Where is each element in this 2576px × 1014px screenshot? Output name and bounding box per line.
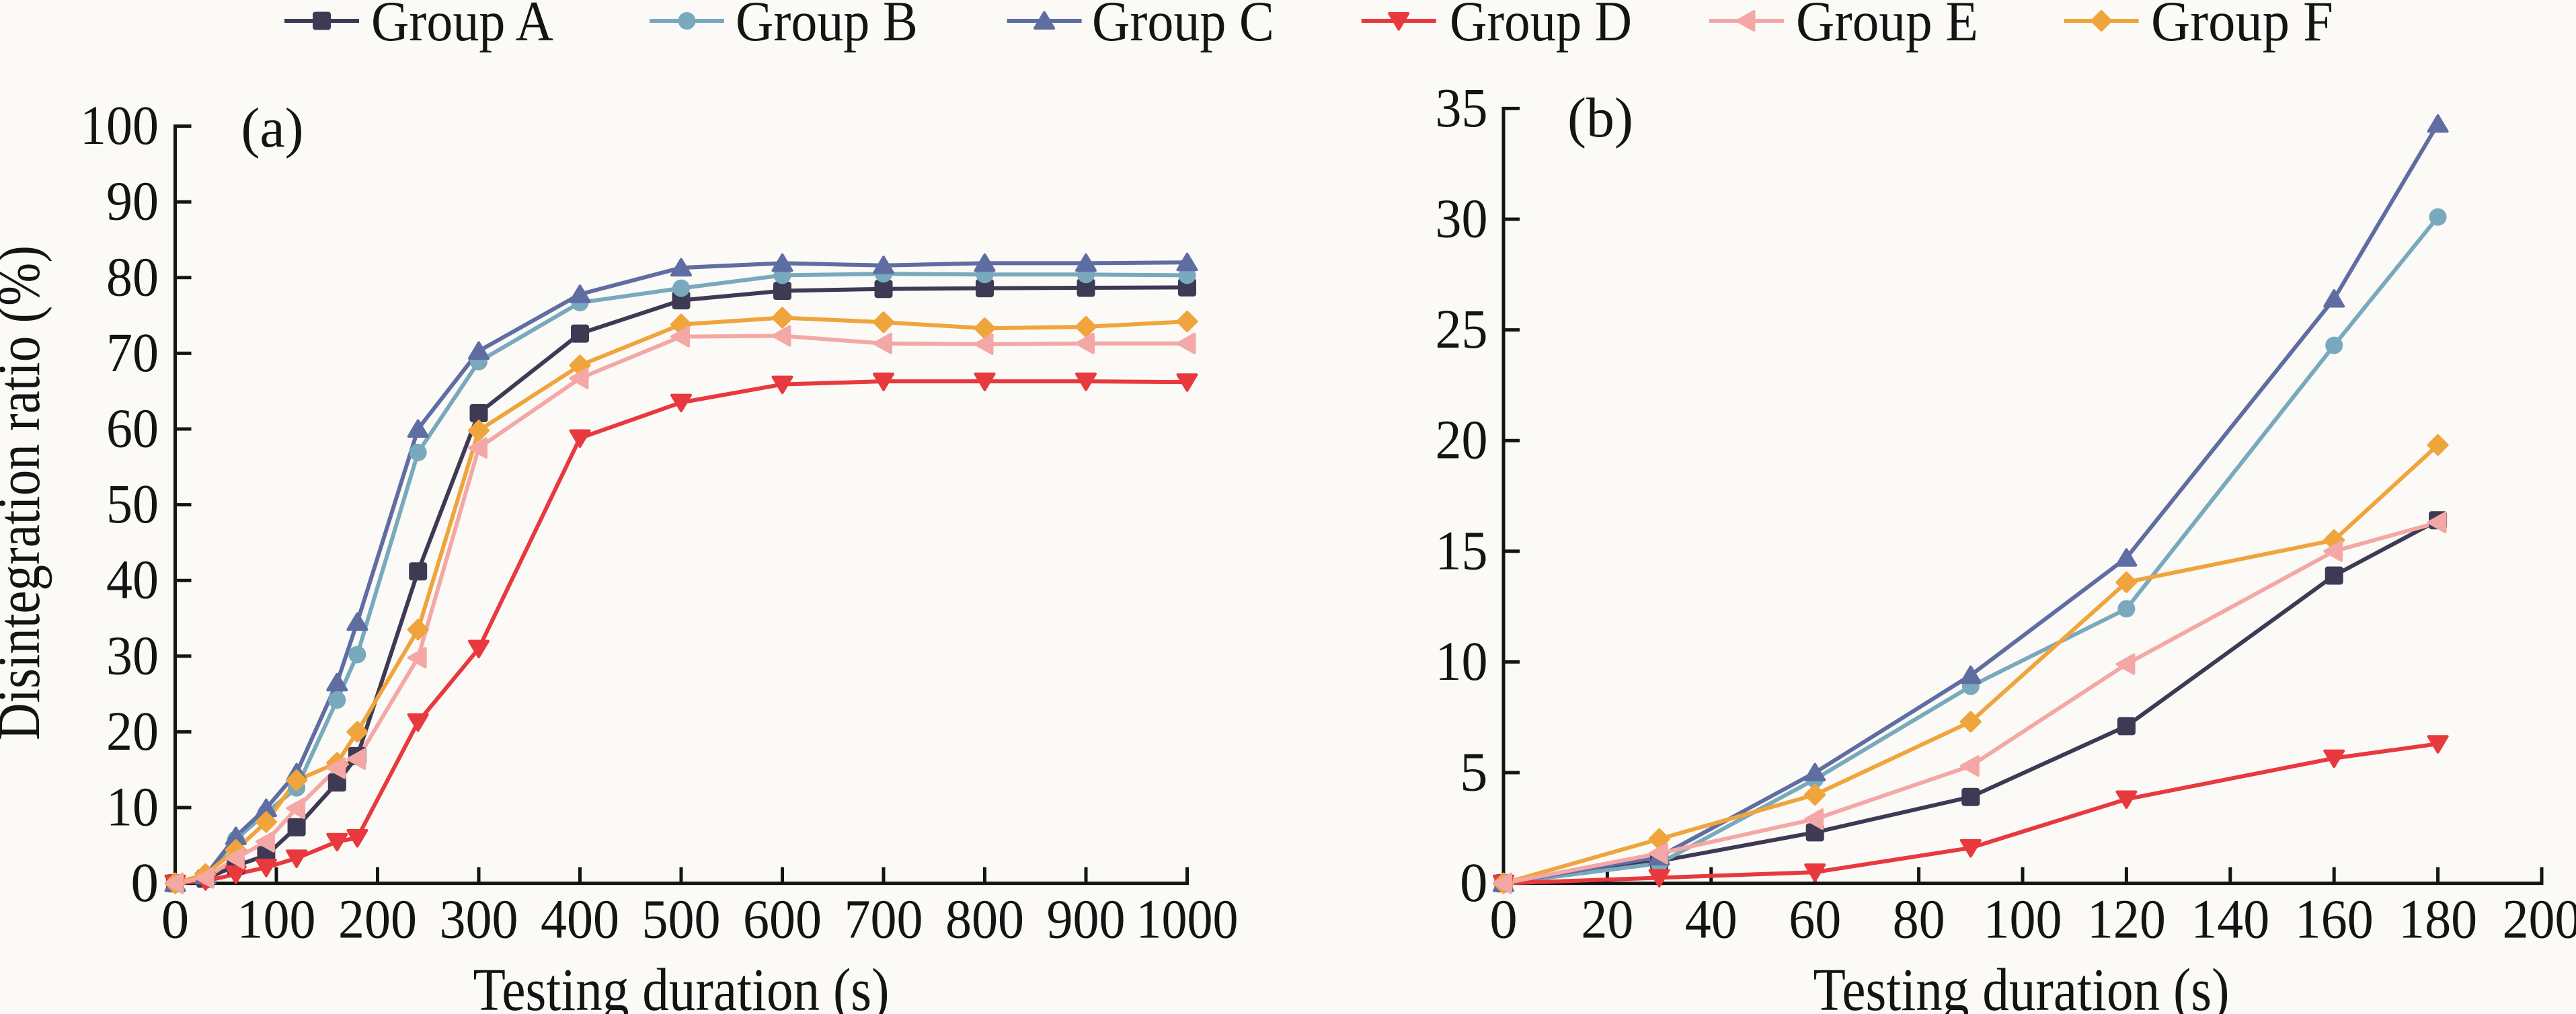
svg-text:Testing duration (s): Testing duration (s) [1813, 957, 2230, 1014]
svg-text:30: 30 [1436, 188, 1488, 249]
svg-text:Group B: Group B [736, 0, 918, 53]
svg-text:Testing duration (s): Testing duration (s) [473, 957, 890, 1014]
svg-text:Group C: Group C [1092, 0, 1274, 53]
svg-text:500: 500 [642, 888, 721, 950]
svg-text:140: 140 [2191, 888, 2269, 950]
svg-text:Group F: Group F [2151, 0, 2333, 53]
svg-text:200: 200 [2503, 888, 2576, 950]
svg-text:100: 100 [237, 888, 316, 950]
svg-text:600: 600 [743, 888, 822, 950]
svg-text:700: 700 [845, 888, 923, 950]
svg-text:400: 400 [541, 888, 619, 950]
svg-text:Disintegration ratio (%): Disintegration ratio (%) [0, 245, 52, 740]
svg-text:(b): (b) [1567, 87, 1633, 149]
svg-text:20: 20 [1436, 409, 1488, 471]
svg-text:900: 900 [1047, 888, 1126, 950]
svg-text:80: 80 [106, 245, 159, 307]
svg-text:180: 180 [2398, 888, 2477, 950]
svg-text:20: 20 [1581, 888, 1633, 950]
svg-text:35: 35 [1436, 77, 1488, 139]
svg-text:0: 0 [131, 851, 159, 913]
svg-text:15: 15 [1436, 519, 1488, 581]
svg-text:50: 50 [106, 473, 159, 535]
svg-text:Group A: Group A [371, 0, 553, 53]
svg-text:10: 10 [1436, 630, 1488, 692]
svg-text:40: 40 [106, 549, 159, 611]
svg-text:200: 200 [338, 888, 417, 950]
svg-text:40: 40 [1685, 888, 1738, 950]
svg-text:90: 90 [106, 170, 159, 232]
svg-text:800: 800 [945, 888, 1024, 950]
svg-text:25: 25 [1436, 298, 1488, 360]
svg-text:300: 300 [440, 888, 518, 950]
svg-text:60: 60 [106, 397, 159, 459]
svg-text:120: 120 [2087, 888, 2166, 950]
svg-text:80: 80 [1893, 888, 1945, 950]
svg-text:100: 100 [1984, 888, 2062, 950]
svg-text:160: 160 [2295, 888, 2374, 950]
svg-text:30: 30 [106, 624, 159, 686]
svg-text:0: 0 [161, 888, 190, 950]
svg-text:5: 5 [1460, 741, 1488, 803]
svg-text:10: 10 [106, 776, 159, 838]
svg-text:70: 70 [106, 321, 159, 383]
svg-text:0: 0 [1489, 888, 1518, 950]
svg-text:(a): (a) [241, 97, 303, 159]
svg-text:0: 0 [1460, 851, 1488, 913]
svg-text:20: 20 [106, 700, 159, 762]
svg-text:Group E: Group E [1796, 0, 1978, 53]
svg-text:60: 60 [1789, 888, 1841, 950]
svg-text:100: 100 [80, 94, 159, 156]
svg-text:Group D: Group D [1450, 0, 1632, 53]
svg-text:1000: 1000 [1136, 888, 1239, 950]
